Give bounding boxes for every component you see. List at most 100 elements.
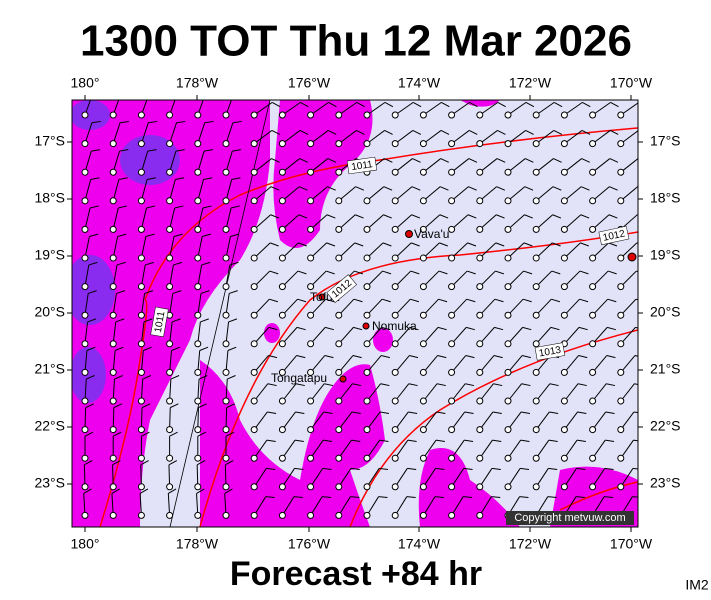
wind-barb (166, 205, 184, 233)
barb-staff (112, 122, 121, 144)
barb-staff (167, 493, 171, 516)
barb-flag (116, 290, 126, 294)
barb-flag (270, 214, 280, 219)
wind-barb (560, 383, 587, 405)
barb-staff (310, 383, 325, 402)
wind-barb (109, 120, 130, 148)
wind-barb (504, 355, 531, 376)
wind-barb (137, 375, 152, 405)
barb-flag (324, 355, 334, 359)
wind-barb (307, 467, 332, 491)
barb-staff (592, 186, 610, 202)
barb-flag (407, 467, 417, 470)
wind-barb (278, 467, 304, 491)
barb-station (363, 368, 371, 376)
barb-station (81, 340, 89, 348)
barb-staff (366, 439, 381, 459)
barb-station (278, 311, 286, 319)
barb-station (617, 454, 625, 462)
barb-staff (535, 270, 553, 287)
barb-station (194, 368, 202, 376)
barb-flag (632, 467, 638, 470)
barb-flag (270, 242, 279, 247)
barb-station (448, 140, 456, 148)
barb-station (560, 111, 568, 119)
wind-barb (222, 318, 238, 348)
barb-staff (84, 179, 92, 201)
wind-barb (363, 186, 393, 205)
barb-staff (338, 242, 356, 259)
island-marker (339, 375, 347, 383)
barb-station (589, 225, 597, 233)
barb-staff (225, 179, 233, 201)
barb-station (391, 140, 399, 148)
barb-staff (282, 214, 300, 230)
barb-staff (479, 158, 498, 173)
wind-barb (504, 383, 531, 405)
barb-flag (553, 130, 563, 135)
barb-station (222, 111, 230, 119)
barb-flag (296, 355, 306, 359)
barb-staff (394, 355, 410, 373)
wind-barb (307, 496, 332, 519)
barb-station (137, 225, 145, 233)
barb-station (560, 140, 568, 148)
barb-station (137, 483, 145, 491)
wind-barb (532, 101, 563, 119)
barb-station (589, 454, 597, 462)
barb-staff (422, 411, 437, 430)
barb-staff (366, 214, 384, 230)
wind-barb (278, 439, 304, 462)
barb-station (617, 483, 625, 491)
barb-staff (282, 186, 300, 202)
wind-barb (391, 326, 419, 348)
barb-staff (423, 214, 441, 230)
wind-barb (391, 214, 421, 233)
barb-station (307, 483, 315, 491)
barb-flag (604, 467, 614, 470)
barb-flag (410, 298, 420, 303)
barb-station (81, 368, 89, 376)
wind-barb (335, 467, 360, 491)
wind-barb (419, 101, 450, 119)
barb-station (194, 197, 202, 205)
barb-staff (225, 207, 232, 230)
wind-barb (448, 158, 478, 176)
barb-staff (84, 264, 90, 287)
barb-flag (604, 496, 614, 498)
barb-flag (231, 177, 241, 181)
wind-barb (476, 101, 506, 119)
wind-barb (137, 120, 158, 148)
barb-staff (394, 439, 409, 459)
barb-flag (521, 411, 531, 415)
wind-barb (109, 290, 126, 319)
barb-staff (394, 186, 413, 202)
barb-staff (423, 383, 438, 402)
barb-station (419, 225, 427, 233)
barb-flag (406, 496, 416, 498)
barb-station (419, 311, 427, 319)
barb-station (335, 483, 343, 491)
wind-barb (222, 149, 242, 176)
barb-staff (310, 439, 324, 459)
barb-flag (408, 383, 418, 387)
wind-barb (363, 130, 393, 148)
wind-barb (419, 467, 445, 491)
barb-station (278, 483, 286, 491)
wind-barb (166, 120, 186, 148)
barb-staff (338, 327, 354, 345)
barb-staff (451, 298, 468, 316)
barb-staff (169, 264, 174, 287)
wind-barbs (81, 91, 638, 519)
barb-station (250, 197, 258, 205)
barb-flag (177, 91, 186, 97)
wind-barb (335, 496, 360, 519)
barb-staff (225, 321, 230, 344)
barb-station (476, 397, 484, 405)
barb-flag (170, 375, 180, 380)
barb-station (532, 225, 540, 233)
barb-flag (202, 233, 212, 237)
barb-station (137, 368, 145, 376)
barb-staff (366, 468, 380, 488)
barb-staff (338, 101, 358, 116)
